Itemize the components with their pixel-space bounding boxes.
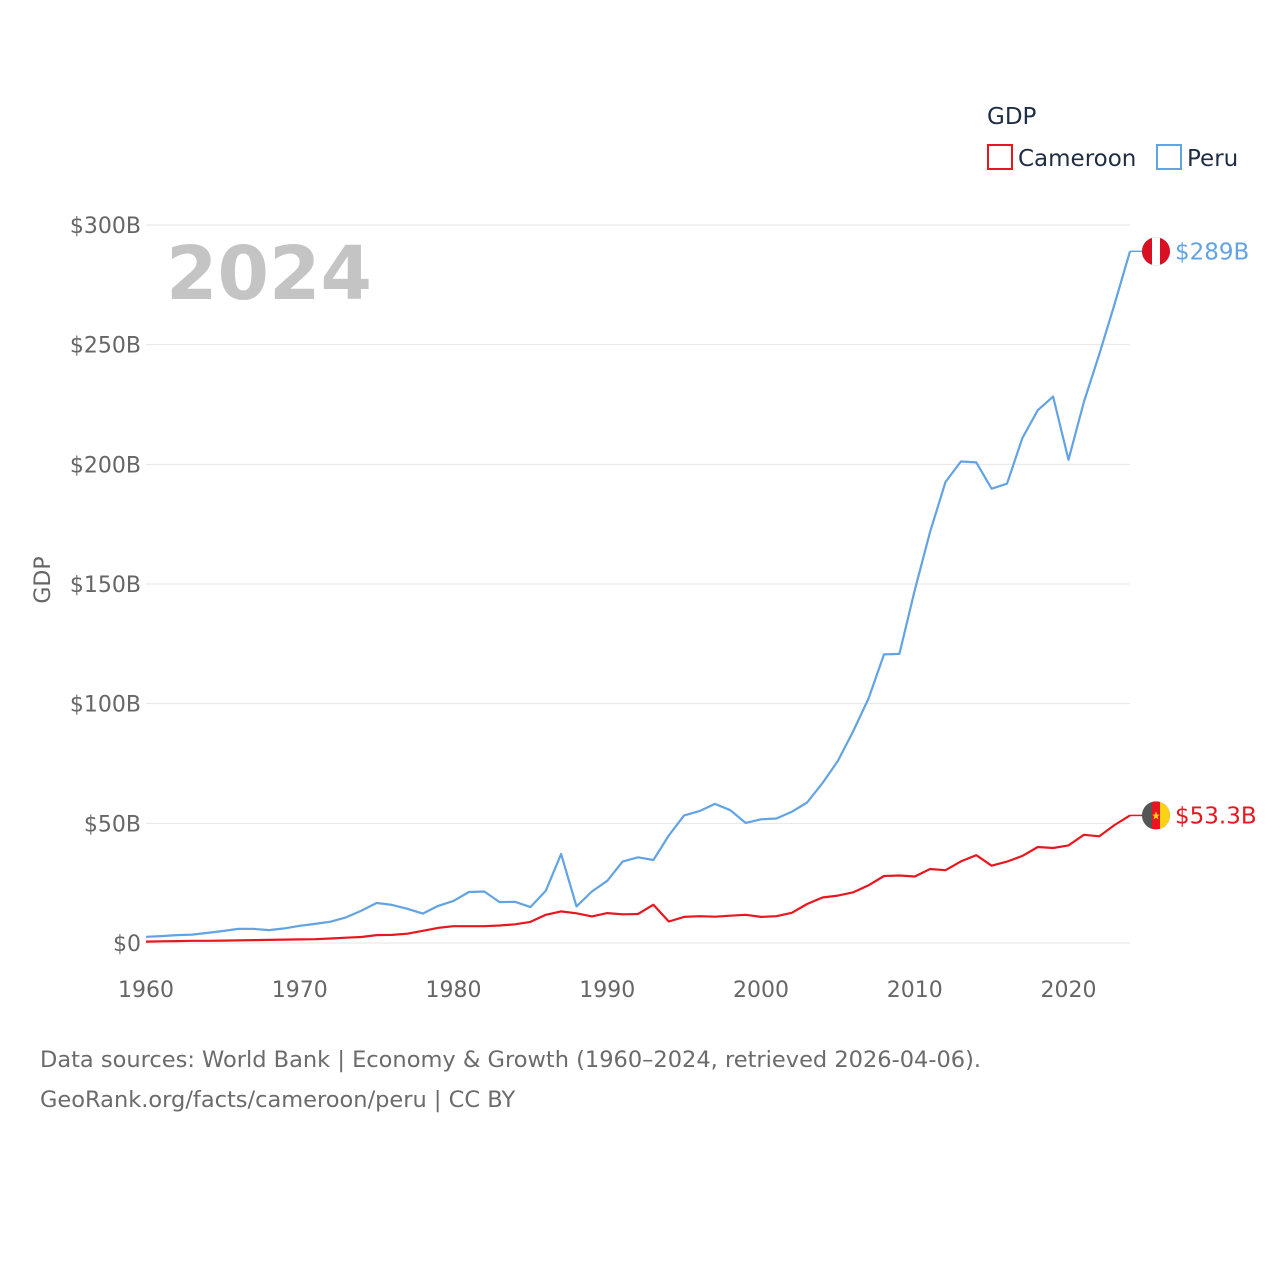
x-tick-label: 2020 <box>1041 978 1097 1003</box>
footer: Data sources: World Bank | Economy & Gro… <box>40 1040 981 1120</box>
legend-swatch-peru[interactable] <box>1156 144 1182 170</box>
series-line-peru[interactable] <box>145 250 1132 938</box>
attribution-text: GeoRank.org/facts/cameroon/peru | CC BY <box>40 1087 516 1113</box>
year-watermark: 2024 <box>166 231 372 317</box>
legend-label-cameroon[interactable]: Cameroon <box>1018 146 1136 172</box>
x-tick-label: 1980 <box>426 978 482 1003</box>
end-markers: $53.3B $289B <box>1130 236 1257 830</box>
y-tick-label: $100B <box>70 693 141 718</box>
legend-title: GDP <box>987 104 1037 130</box>
x-tick-label: 2000 <box>733 978 789 1003</box>
y-tick-label: $150B <box>70 573 141 598</box>
y-tick-label: $50B <box>84 812 141 837</box>
y-tick-label: $200B <box>70 453 141 478</box>
series-lines <box>145 250 1132 943</box>
y-tick-label: $250B <box>70 334 141 359</box>
cameroon-flag-icon <box>1141 800 1171 830</box>
x-tick-label: 1990 <box>579 978 635 1003</box>
gridlines <box>146 224 1130 944</box>
y-tick-label: $300B <box>70 214 141 239</box>
end-value-label-peru: $289B <box>1175 239 1249 265</box>
data-sources-text: Data sources: World Bank | Economy & Gro… <box>40 1047 982 1073</box>
x-tick-label: 1970 <box>272 978 328 1003</box>
legend-label-peru[interactable]: Peru <box>1187 146 1238 172</box>
y-tick-label: $0 <box>113 932 141 957</box>
legend-swatch-cameroon[interactable] <box>987 144 1013 170</box>
peru-flag-icon <box>1141 236 1171 266</box>
x-axis-ticks: 1960 1970 1980 1990 2000 2010 2020 <box>118 978 1097 1003</box>
x-tick-label: 1960 <box>118 978 174 1003</box>
legend: GDP Cameroon Peru <box>987 104 1238 172</box>
series-line-cameroon[interactable] <box>145 814 1131 943</box>
y-axis-ticks: $0 $50B $100B $150B $200B $250B $300B <box>70 214 141 957</box>
end-value-label-cameroon: $53.3B <box>1175 803 1257 829</box>
y-axis-label: GDP <box>31 556 56 603</box>
x-tick-label: 2010 <box>887 978 943 1003</box>
